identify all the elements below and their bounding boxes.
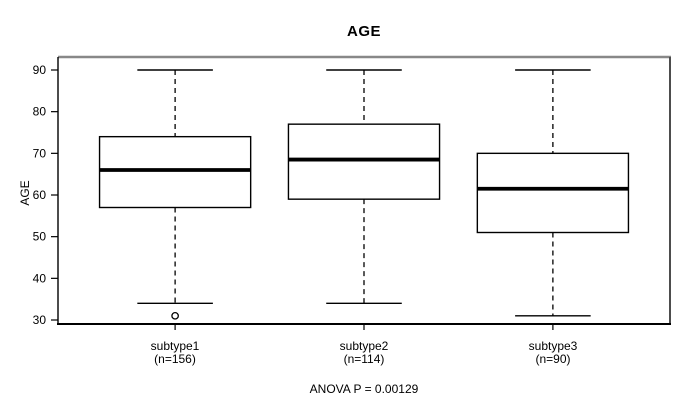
- y-tick-label: 40: [33, 271, 47, 285]
- box-subtype1: [98, 69, 252, 330]
- y-tick-label: 70: [33, 146, 47, 160]
- iqr-box: [98, 135, 252, 209]
- category-sample-size: (n=90): [535, 352, 571, 366]
- category-label-subtype3: subtype3 (n=90): [529, 340, 578, 366]
- y-tick-label: 90: [33, 63, 47, 77]
- category-name: subtype1: [150, 339, 200, 353]
- y-tick-label: 30: [33, 313, 47, 327]
- category-sample-size: (n=114): [343, 352, 385, 366]
- chart-title: AGE: [346, 23, 381, 40]
- y-tick-label: 80: [33, 105, 47, 119]
- category-label-subtype2: subtype2 (n=114): [340, 340, 389, 366]
- box-subtype2: [287, 69, 441, 330]
- outlier-point: [171, 311, 179, 320]
- y-tick-label: 50: [33, 230, 47, 244]
- category-sample-size: (n=156): [154, 352, 196, 366]
- y-tick-label: 60: [33, 188, 47, 202]
- category-name: subtype3: [528, 339, 578, 353]
- iqr-box: [287, 123, 441, 200]
- anova-annotation: ANOVA P = 0.00129: [309, 382, 419, 396]
- iqr-box: [476, 152, 630, 234]
- category-name: subtype2: [339, 339, 389, 353]
- box-subtype3: [476, 69, 630, 330]
- category-label-subtype1: subtype1 (n=156): [151, 340, 200, 366]
